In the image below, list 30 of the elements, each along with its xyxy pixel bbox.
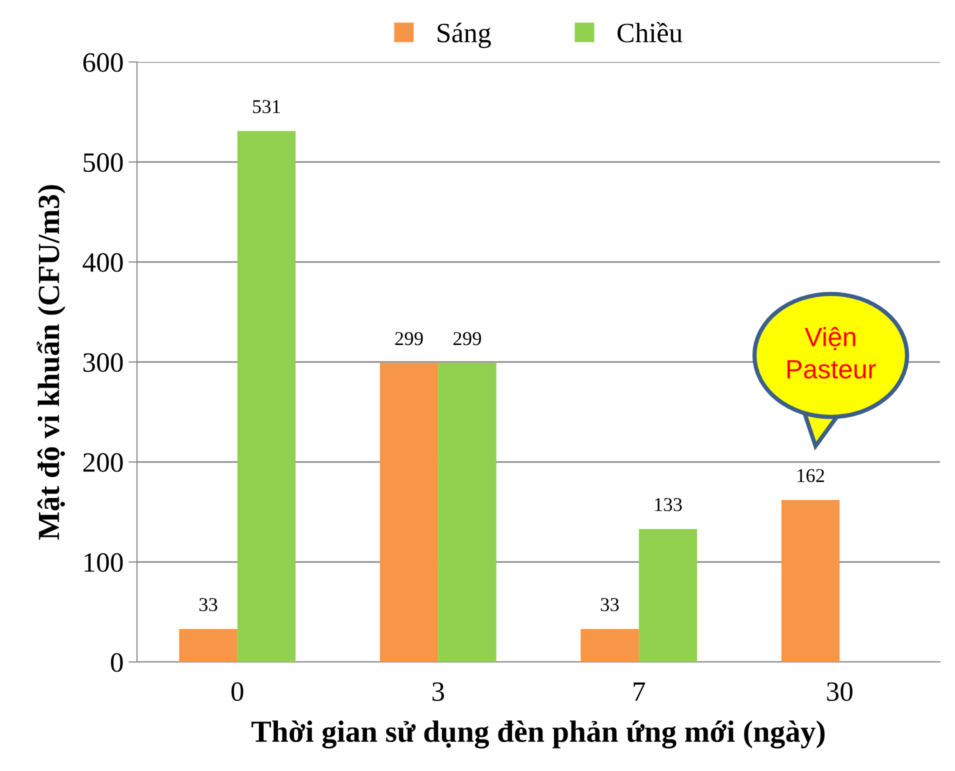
y-tick-label: 100	[84, 553, 123, 572]
y-tick-label: 500	[84, 153, 123, 172]
y-axis-title: Mật độ vi khuẩn (CFU/m3)	[36, 185, 66, 540]
x-tick-label: 3	[432, 682, 444, 701]
data-label: 133	[655, 498, 682, 512]
legend-label: Chiều	[618, 22, 682, 42]
data-label: 33	[600, 598, 619, 612]
x-tick-label: 30	[827, 682, 852, 701]
annotation: Viện Pasteur	[787, 326, 876, 379]
y-tick-label: 200	[83, 453, 123, 472]
y-tick-label: 300	[83, 353, 123, 372]
data-label: 162	[798, 469, 824, 482]
y-tick-label: 0	[110, 653, 123, 672]
y-tick-label: 400	[82, 253, 123, 272]
bar	[638, 529, 698, 662]
bar	[438, 363, 496, 662]
x-tick-label: 7	[634, 682, 646, 701]
data-label: 33	[199, 598, 218, 612]
bar	[580, 629, 639, 662]
x-axis-title: Thời gian sử dụng đèn phản ứng mới (ngày)	[252, 720, 825, 748]
data-label: 299	[454, 332, 482, 346]
bar	[781, 500, 840, 662]
data-label: 299	[395, 332, 423, 346]
x-tick-label: 0	[231, 682, 244, 701]
y-tick-label: 600	[83, 53, 123, 72]
legend-label: Sáng	[438, 22, 491, 48]
bar	[380, 363, 438, 662]
bar	[237, 131, 296, 662]
data-label: 531	[253, 100, 280, 114]
bar	[179, 629, 238, 662]
